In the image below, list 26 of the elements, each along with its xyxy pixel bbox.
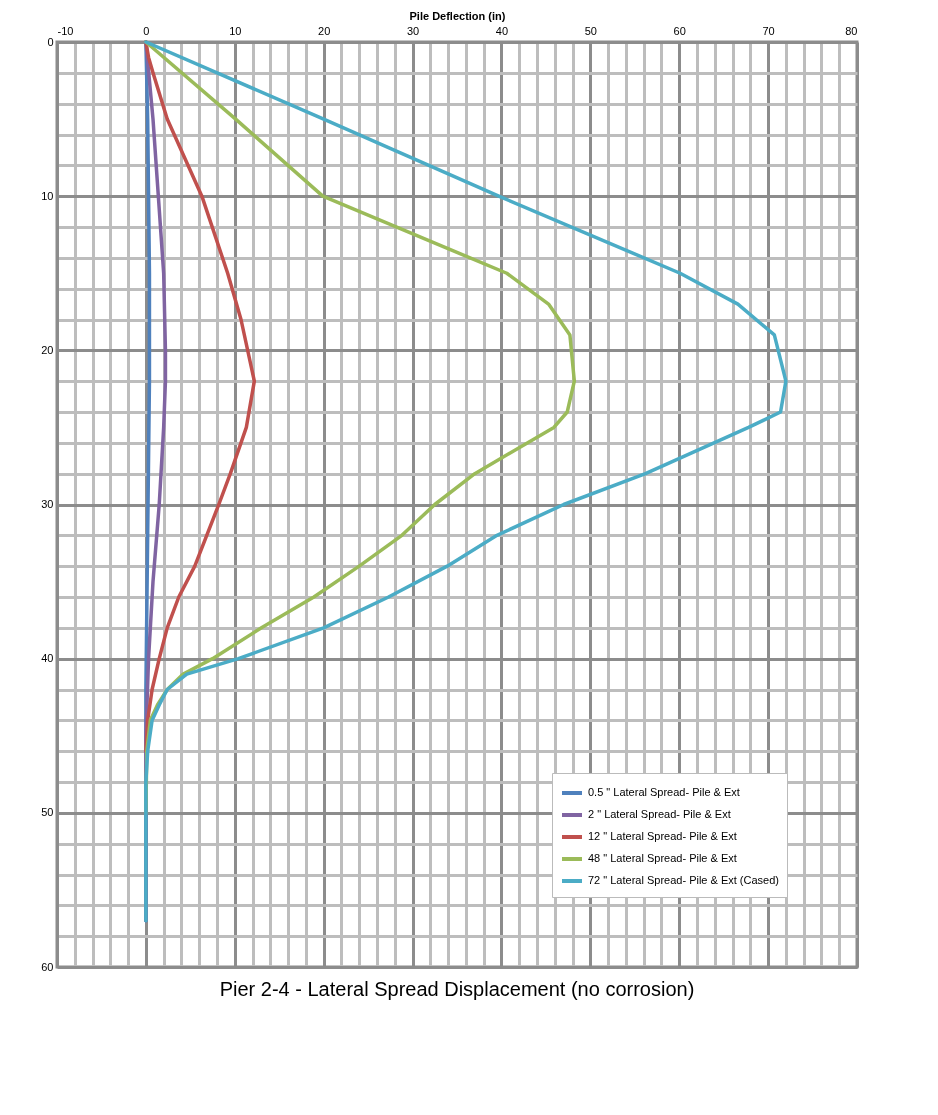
legend-label: 48 " Lateral Spread- Pile & Ext: [588, 852, 737, 864]
y-tick-label: 60: [41, 960, 54, 973]
x-tick-label: 0: [143, 24, 150, 37]
x-tick-label: 20: [318, 24, 331, 37]
x-tick-label: 10: [229, 24, 242, 37]
x-tick-label: -10: [57, 24, 74, 37]
y-tick-label: 20: [41, 343, 54, 356]
y-tick-label: 30: [41, 498, 54, 510]
y-tick-label: 40: [41, 652, 54, 665]
x-tick-label: 30: [406, 24, 420, 37]
line-series: [144, 40, 257, 753]
x-axis-title: Pile Deflection (in): [409, 9, 506, 22]
legend-label: 12 " Lateral Spread- Pile & Ext: [588, 830, 737, 842]
x-tick-label: 40: [495, 24, 509, 37]
text: Pier 2-4 - Lateral Spread Displacement (no corrosion): [219, 978, 695, 1000]
x-tick-label: 50: [584, 24, 597, 37]
line-series: [144, 40, 788, 923]
legend-label: 0.5 " Lateral Spread- Pile & Ext: [588, 786, 740, 798]
x-tick-label: 60: [673, 24, 686, 37]
y-tick-label: 50: [41, 806, 54, 819]
x-tick-label: 70: [762, 24, 775, 37]
x-tick-label: 80: [845, 24, 858, 37]
y-tick-label: 0: [47, 35, 54, 48]
y-tick-label: 10: [41, 189, 54, 202]
legend-label: 72 " Lateral Spread- Pile & Ext (Cased): [588, 874, 779, 886]
legend-label: 2 " Lateral Spread- Pile & Ext: [588, 808, 731, 820]
